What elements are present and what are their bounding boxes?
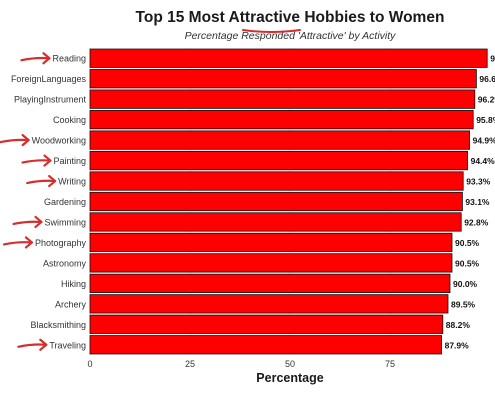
data-label: 90.0% [453, 279, 478, 289]
arrow-annotation [20, 56, 51, 62]
data-label: 94.9% [473, 136, 495, 146]
data-label: 99.3% [490, 54, 495, 64]
data-label: 93.3% [466, 177, 491, 187]
data-label: 96.6% [479, 74, 495, 84]
data-label: 87.9% [445, 340, 470, 350]
category-label: Gardening [44, 197, 86, 207]
category-label: Archery [55, 299, 87, 309]
bar [89, 335, 443, 355]
arrow-head [39, 338, 48, 351]
bar [89, 253, 453, 273]
bar [89, 314, 444, 334]
bar [89, 212, 462, 232]
bar [89, 273, 451, 293]
category-label: Blacksmithing [30, 320, 86, 330]
data-label: 90.5% [455, 238, 480, 248]
category-label: Reading [52, 54, 86, 64]
x-tick-label: 50 [285, 359, 295, 369]
arrow-head [43, 154, 52, 167]
arrow-annotation [12, 220, 43, 226]
data-label: 90.5% [455, 258, 480, 268]
bar [89, 191, 463, 212]
category-label: Writing [58, 177, 86, 187]
arrow-head [21, 134, 30, 147]
data-label: 96.2% [478, 95, 495, 105]
bar [89, 69, 477, 89]
arrow-head [48, 174, 57, 188]
category-label: Cooking [53, 115, 86, 125]
bar [89, 171, 464, 191]
x-tick-label: 0 [87, 359, 92, 369]
data-label: 92.8% [464, 217, 489, 227]
data-label: 89.5% [451, 299, 476, 309]
category-label: Painting [53, 156, 86, 166]
arrow-annotation [17, 343, 48, 348]
chart-subtitle: Percentage Responded 'Attractive' by Act… [184, 30, 396, 42]
arrow-head [24, 236, 34, 249]
x-tick-label: 25 [185, 359, 195, 369]
arrow-annotation [26, 179, 57, 185]
bar [89, 48, 488, 68]
bar [89, 232, 453, 253]
category-label: Woodworking [32, 136, 86, 146]
bar [89, 110, 474, 130]
arrow-head [42, 52, 51, 65]
category-label: Swimming [44, 217, 86, 227]
bar [89, 130, 471, 150]
arrow-annotation [0, 138, 30, 144]
arrow-annotation [21, 159, 52, 164]
category-label: Hiking [61, 279, 86, 289]
category-label: Astronomy [43, 258, 87, 268]
category-label: Photography [35, 238, 87, 248]
category-label: Traveling [49, 340, 86, 350]
x-axis-label: Percentage [256, 371, 324, 385]
data-label: 95.8% [476, 115, 495, 125]
arrow-head [34, 215, 43, 229]
data-label: 88.2% [446, 320, 471, 330]
data-label: 93.1% [465, 197, 490, 207]
category-label: ForeignLanguages [11, 74, 87, 84]
arrow-annotation [2, 241, 34, 246]
x-tick-label: 75 [385, 359, 395, 369]
data-label: 94.4% [471, 156, 495, 166]
bar [89, 89, 476, 109]
category-label: PlayingInstrument [14, 95, 87, 105]
chart-title: Top 15 Most Attractive Hobbies to Women [135, 9, 445, 26]
bar [89, 150, 469, 171]
bar [89, 294, 449, 314]
